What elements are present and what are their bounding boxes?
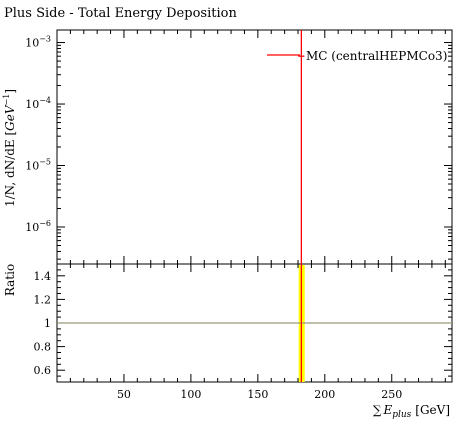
chart-title: Plus Side - Total Energy Deposition (4, 6, 237, 21)
ratio-y-tick-label: 1.2 (34, 293, 52, 306)
x-tick-label: 200 (314, 388, 335, 401)
x-axis-label: ∑ Eplus [GeV] (373, 403, 450, 420)
main-plot-frame (56, 29, 453, 265)
mc-series (298, 30, 305, 382)
ratio-y-tick-label: 1.4 (34, 270, 52, 283)
main-y-tick-label: 10−4 (25, 96, 51, 111)
main-y-tick-label: 10−5 (25, 158, 51, 173)
main-y-axis-label: 1/N, dN/dE [GeV−1] (2, 89, 17, 207)
main-y-tick-label: 10−6 (25, 219, 51, 234)
ratio-y-axis-label: Ratio (3, 264, 17, 296)
ratio-y-tick-label: 0.6 (34, 364, 52, 377)
ratio-y-tick-label: 0.8 (34, 341, 52, 354)
x-tick-label: 50 (117, 388, 131, 401)
main-y-axis-ticks: 10−6 10−5 10−4 10−3 (25, 35, 452, 260)
main-y-tick-label: 10−3 (25, 35, 51, 50)
x-tick-label: 250 (381, 388, 402, 401)
x-tick-label: 150 (247, 388, 268, 401)
legend: MC (centralHEPMCo3) (267, 49, 447, 63)
x-axis-ticks: 50 100 150 200 250 (69, 30, 446, 401)
legend-entry-label: MC (centralHEPMCo3) (306, 49, 447, 63)
ratio-y-tick-label: 1 (44, 317, 51, 330)
x-tick-label: 100 (180, 388, 201, 401)
ratio-y-axis-ticks: 0.6 0.8 1 1.2 1.4 (34, 263, 452, 383)
